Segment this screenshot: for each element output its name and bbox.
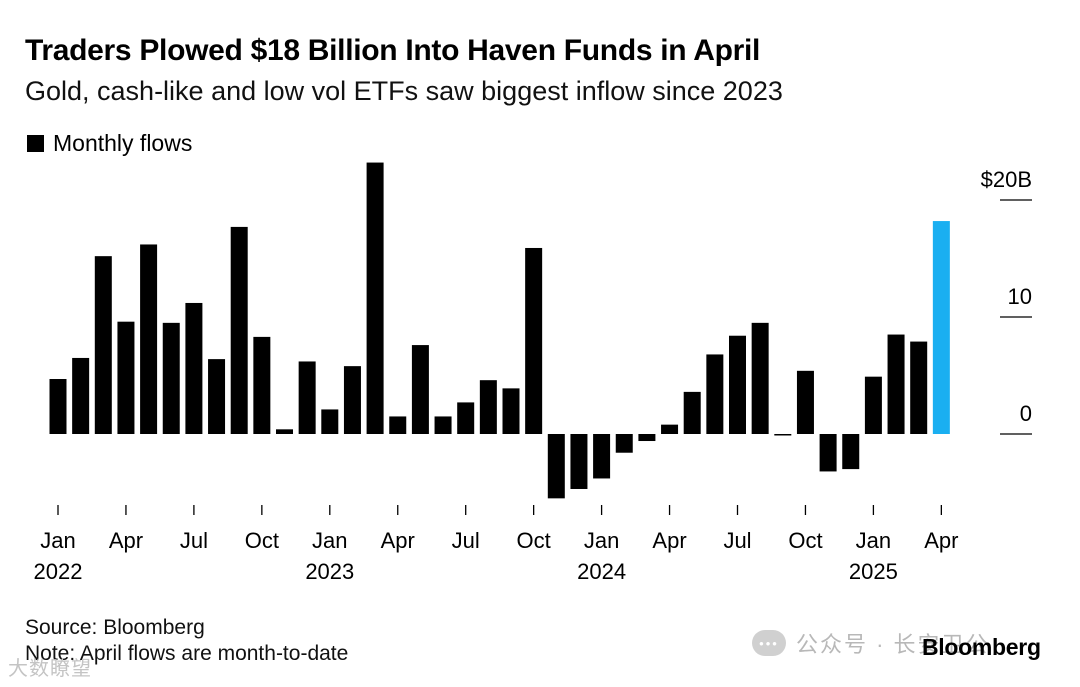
bar-2023-01 bbox=[321, 409, 339, 434]
bar-2024-07 bbox=[729, 335, 746, 434]
bloomberg-logo: Bloomberg bbox=[922, 634, 1041, 660]
bar-2025-01 bbox=[864, 376, 882, 434]
bar-2024-04 bbox=[661, 424, 679, 434]
bar-2022-12 bbox=[298, 361, 316, 434]
x-tick-month: Jan bbox=[856, 528, 891, 553]
x-tick-month: Oct bbox=[245, 528, 279, 553]
x-tick-month: Jan bbox=[312, 528, 347, 553]
bar-2023-03 bbox=[366, 162, 384, 434]
bar-2023-02 bbox=[343, 366, 361, 434]
bar-2022-07 bbox=[185, 302, 203, 434]
legend-swatch bbox=[27, 135, 44, 152]
x-tick-year: 2025 bbox=[849, 559, 898, 584]
bar-2025-04 bbox=[932, 221, 950, 434]
bar-2022-02 bbox=[72, 357, 90, 434]
bar-2023-10 bbox=[525, 247, 543, 434]
bar-2022-10 bbox=[253, 336, 271, 434]
chart-subtitle: Gold, cash-like and low vol ETFs saw big… bbox=[25, 76, 783, 106]
bar-2023-12 bbox=[570, 434, 588, 489]
bar-2022-06 bbox=[162, 322, 180, 434]
bar-2022-09 bbox=[230, 226, 248, 434]
x-tick-month: Oct bbox=[517, 528, 551, 553]
bar-2024-06 bbox=[706, 354, 724, 434]
bar-2024-02 bbox=[615, 434, 633, 453]
x-tick-month: Apr bbox=[652, 528, 686, 553]
bar-2025-02 bbox=[887, 334, 905, 434]
bar-2023-05 bbox=[411, 345, 429, 434]
bar-2024-03 bbox=[638, 434, 656, 442]
bar-2022-05 bbox=[140, 244, 158, 434]
legend-label: Monthly flows bbox=[53, 130, 193, 156]
bar-2025-03 bbox=[910, 341, 928, 434]
bar-2024-01 bbox=[593, 434, 611, 479]
x-tick-month: Jul bbox=[180, 528, 208, 553]
bar-2022-11 bbox=[276, 429, 293, 434]
bar-2024-09 bbox=[774, 434, 792, 436]
chart-title: Traders Plowed $18 Billion Into Haven Fu… bbox=[25, 34, 761, 67]
bar-2024-12 bbox=[842, 434, 860, 470]
y-tick-label: 10 bbox=[1008, 284, 1032, 309]
y-tick-label: 0 bbox=[1020, 401, 1032, 426]
x-tick-month: Jul bbox=[723, 528, 751, 553]
bar-2023-08 bbox=[479, 380, 497, 434]
bar-2024-05 bbox=[683, 391, 701, 434]
bar-2023-07 bbox=[457, 402, 475, 434]
footnote: Note: April flows are month-to-date bbox=[25, 642, 349, 665]
bar-2022-01 bbox=[49, 379, 67, 434]
wechat-icon: ••• bbox=[752, 630, 786, 656]
x-tick-month: Apr bbox=[381, 528, 415, 553]
x-tick-month: Jul bbox=[452, 528, 480, 553]
corner-watermark: 大数瞭望 bbox=[8, 658, 92, 680]
bar-2024-08 bbox=[751, 322, 769, 434]
watermark-account: 公众号 · 长安卫公 bbox=[796, 632, 990, 657]
source-note: Source: Bloomberg bbox=[25, 616, 205, 639]
x-tick-year: 2024 bbox=[577, 559, 626, 584]
x-tick-month: Apr bbox=[924, 528, 958, 553]
x-tick-month: Oct bbox=[788, 528, 822, 553]
x-tick-month: Jan bbox=[40, 528, 75, 553]
y-tick-label: $20B bbox=[981, 167, 1032, 192]
legend: Monthly flows bbox=[27, 130, 192, 157]
bar-2022-08 bbox=[208, 359, 226, 434]
bar-2023-06 bbox=[434, 416, 452, 434]
bar-2022-04 bbox=[117, 321, 135, 434]
bar-2023-09 bbox=[502, 388, 520, 434]
x-tick-year: 2022 bbox=[34, 559, 83, 584]
wechat-watermark: ••• 公众号 · 长安卫公 bbox=[752, 627, 990, 659]
bar-2024-10 bbox=[796, 370, 814, 434]
bar-2022-03 bbox=[94, 256, 112, 434]
x-tick-year: 2023 bbox=[305, 559, 354, 584]
x-tick-month: Jan bbox=[584, 528, 619, 553]
bar-2023-04 bbox=[389, 416, 407, 434]
bar-2024-11 bbox=[819, 434, 837, 472]
bar-2023-11 bbox=[547, 434, 565, 499]
x-tick-month: Apr bbox=[109, 528, 143, 553]
